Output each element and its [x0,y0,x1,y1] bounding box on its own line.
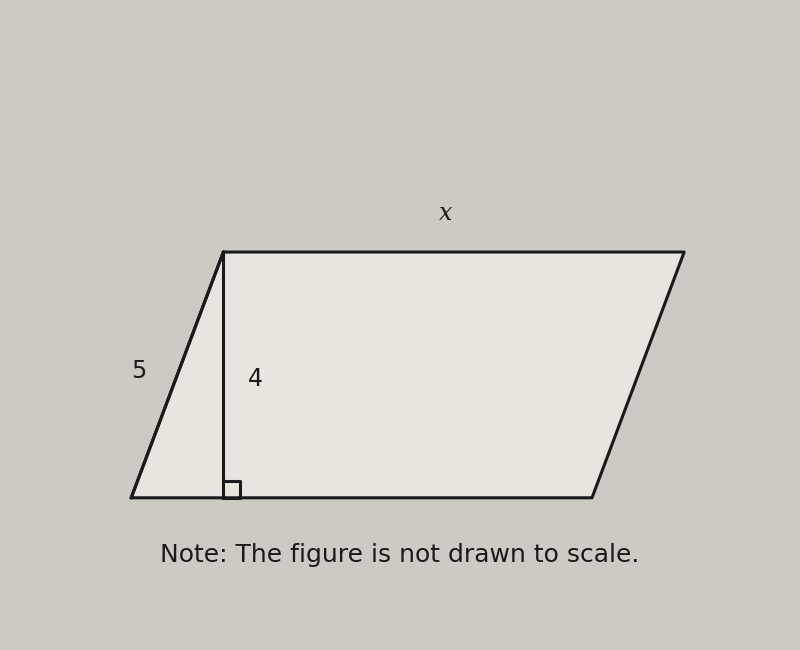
Text: Note: The figure is not drawn to scale.: Note: The figure is not drawn to scale. [160,543,640,567]
Polygon shape [131,252,684,498]
Text: 5: 5 [131,359,146,383]
Text: 4: 4 [248,367,263,391]
Text: x: x [439,202,453,225]
